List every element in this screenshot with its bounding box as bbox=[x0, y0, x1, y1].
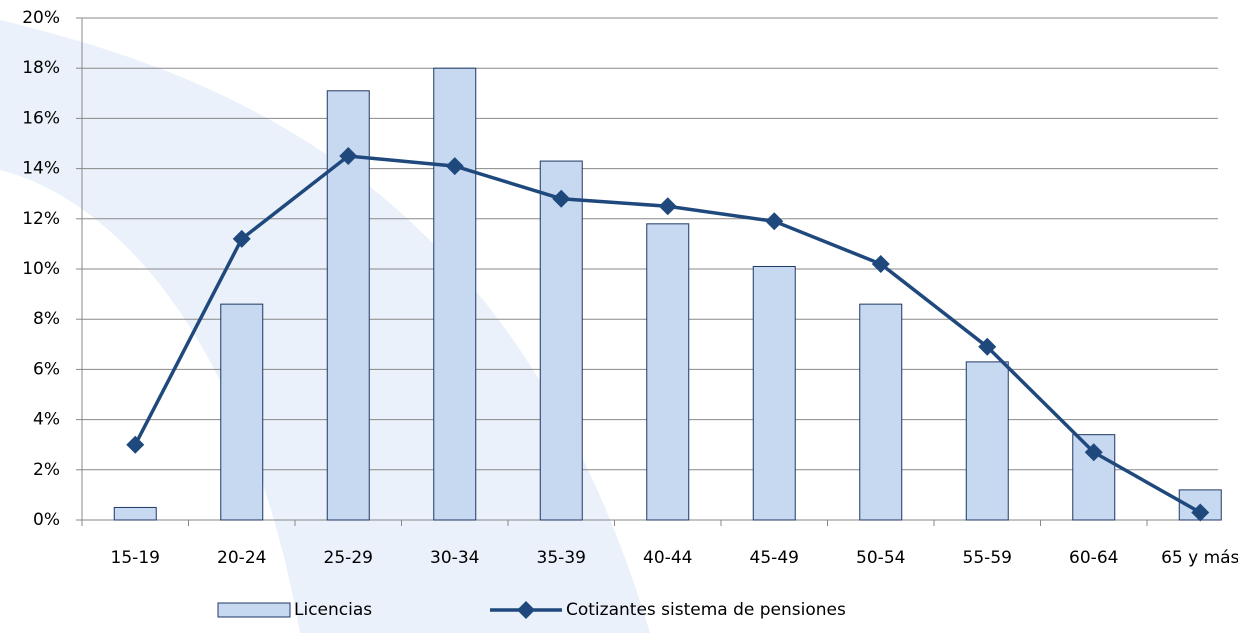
x-tick-label: 60-64 bbox=[1069, 548, 1118, 568]
y-tick-label: 6% bbox=[33, 359, 60, 379]
marker bbox=[765, 212, 784, 231]
marker bbox=[232, 229, 251, 248]
watermark bbox=[0, 20, 650, 633]
legend-swatch bbox=[217, 602, 291, 618]
bar bbox=[859, 303, 903, 521]
marker bbox=[126, 435, 145, 454]
y-tick-label: 2% bbox=[33, 460, 60, 480]
bar bbox=[433, 67, 477, 521]
x-tick-label: 45-49 bbox=[750, 548, 799, 568]
x-tick-label: 50-54 bbox=[856, 548, 905, 568]
marker bbox=[552, 189, 571, 208]
y-tick-label: 10% bbox=[22, 259, 60, 279]
y-tick-label: 0% bbox=[33, 510, 60, 530]
bar bbox=[646, 223, 690, 521]
marker bbox=[658, 197, 677, 216]
marker bbox=[1191, 503, 1210, 522]
x-tick-label: 25-29 bbox=[324, 548, 373, 568]
x-tick-label: 55-59 bbox=[963, 548, 1012, 568]
x-tick-label: 30-34 bbox=[430, 548, 479, 568]
bar bbox=[965, 361, 1009, 521]
x-tick-label: 15-19 bbox=[111, 548, 160, 568]
y-tick-label: 14% bbox=[22, 159, 60, 179]
legend-label: Cotizantes sistema de pensiones bbox=[566, 600, 846, 620]
marker bbox=[339, 147, 358, 166]
y-tick-label: 12% bbox=[22, 209, 60, 229]
y-tick-label: 20% bbox=[22, 8, 60, 28]
legend-label: Licencias bbox=[294, 600, 372, 620]
bar bbox=[220, 303, 264, 521]
bar bbox=[752, 265, 796, 521]
marker bbox=[978, 337, 997, 356]
x-tick-label: 65 y más bbox=[1161, 548, 1238, 568]
y-tick-label: 8% bbox=[33, 309, 60, 329]
marker bbox=[445, 157, 464, 176]
x-tick-label: 20-24 bbox=[217, 548, 266, 568]
bar bbox=[539, 160, 583, 521]
legend-marker bbox=[517, 601, 535, 619]
x-tick-label: 35-39 bbox=[537, 548, 586, 568]
y-tick-label: 16% bbox=[22, 108, 60, 128]
bar bbox=[113, 506, 157, 521]
y-tick-label: 4% bbox=[33, 410, 60, 430]
x-tick-label: 40-44 bbox=[643, 548, 692, 568]
y-tick-label: 18% bbox=[22, 58, 60, 78]
marker bbox=[1084, 443, 1103, 462]
marker bbox=[871, 254, 890, 273]
